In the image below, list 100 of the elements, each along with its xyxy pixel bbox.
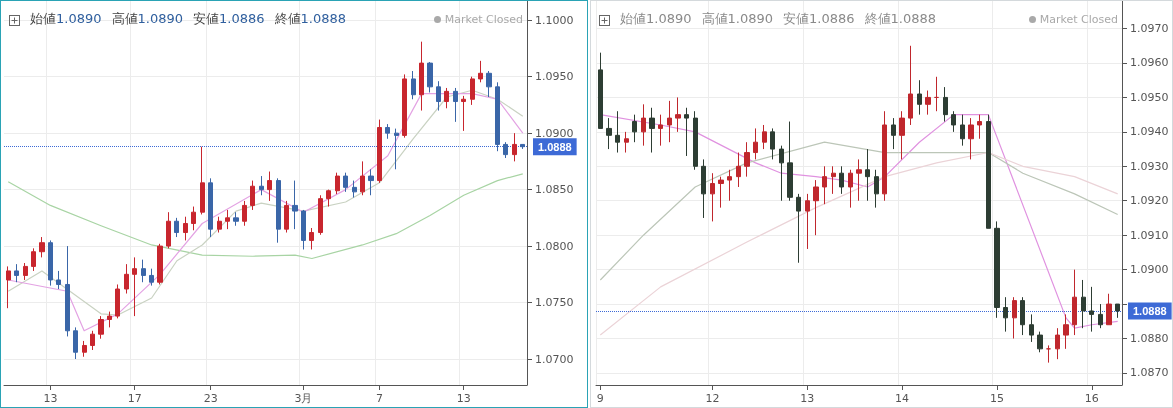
candlestick [658,114,663,147]
candlestick [805,193,810,250]
candlestick [23,262,28,281]
candlestick [1012,296,1017,340]
x-tick-label: 15 [989,392,1004,405]
candlestick [856,158,862,202]
x-tick-label: 14 [895,392,910,405]
candlestick [718,176,724,209]
candlestick [994,220,1000,319]
candlestick [512,132,517,162]
candlestick [267,171,272,202]
candlestick [1081,279,1086,329]
candlestick [822,165,827,205]
candlestick [419,41,424,112]
candlestick [649,107,655,154]
candlestick [943,86,948,123]
candlestick [191,206,196,231]
candlestick [6,265,11,309]
candlestick [891,117,896,150]
x-tick-label: 7 [375,392,383,405]
candlestick [744,141,750,178]
candlestick [90,330,95,351]
candlestick [624,131,629,154]
candlestick [606,117,612,150]
candlestick [377,119,382,184]
x-tick-label: 13 [43,392,58,405]
candlestick [56,270,61,290]
candlestick [701,158,706,219]
ref-line-label: 1.0888 [1133,304,1167,317]
candlestick [343,172,348,193]
x-tick-label: 13 [800,392,815,405]
candlestick [667,100,672,143]
y-tick-label: 1.0940 [1130,125,1169,139]
candlestick [796,193,801,264]
candlestick [925,90,931,116]
candlestick [157,243,163,285]
candlestick [615,110,620,154]
candlestick [831,165,836,195]
y-tick-label: 1.0920 [1130,194,1169,208]
line-series [599,141,1119,281]
candlestick [848,169,853,209]
candlestick [968,117,974,160]
y-tick-label: 1.0960 [1130,56,1169,70]
annotation: 始値1.0890 [30,11,102,26]
candlestick [31,247,36,272]
candlestick [166,211,171,249]
candlestick [318,194,323,236]
candlestick [470,76,475,106]
candlestick [174,217,179,238]
annotation: 高値1.0890 [701,11,773,26]
candlestick [960,114,965,147]
candlestick [73,326,78,360]
x-tick-label: 13 [456,392,471,405]
candlestick [495,81,500,152]
candlestick [461,95,466,132]
candlestick [1003,296,1008,333]
y-tick-label: 1.0930 [1130,159,1169,173]
candlestick [326,189,331,208]
candlestick [684,107,689,157]
candlestick [107,311,112,328]
annotation: 高値1.0890 [111,11,183,26]
y-tick-label: 1.0900 [1130,263,1169,277]
line-series [599,151,1119,336]
candlestick [394,128,399,170]
candlestick [309,227,314,250]
candlestick [1098,303,1103,329]
candlestick [225,209,230,230]
candlestick [693,110,698,171]
candlestick [736,152,741,188]
candlestick [1020,296,1025,336]
candlestick [598,52,603,129]
candlestick [217,216,222,234]
candlestick [385,123,390,140]
y-tick-label: 1.0880 [1130,332,1169,346]
candlestick [1106,293,1112,326]
candlestick [453,87,458,123]
candlestick [917,79,922,116]
candlestick [1055,327,1060,360]
y-tick-label: 1.0800 [535,239,574,253]
annotation: 終値1.0888 [274,11,346,26]
candlestick [335,172,340,195]
candlestick [779,145,784,202]
candlestick [141,259,146,283]
annotation: 安値1.0886 [783,11,855,26]
candlestick [1046,344,1051,364]
candlestick [132,256,137,317]
candlestick [124,263,129,295]
candlestick [200,146,205,215]
candlestick [65,245,70,337]
y-tick-label: 1.0750 [535,296,574,310]
candlestick [48,239,53,287]
candlestick [977,114,982,140]
candlestick [259,175,264,196]
candlestick [250,180,255,211]
x-tick-label: 17 [127,392,142,405]
candlestick [503,141,508,159]
candlestick [208,177,213,238]
ref-line-label: 1.0888 [538,140,572,153]
candlestick [149,268,154,287]
annotation: 始値1.0890 [620,11,692,26]
